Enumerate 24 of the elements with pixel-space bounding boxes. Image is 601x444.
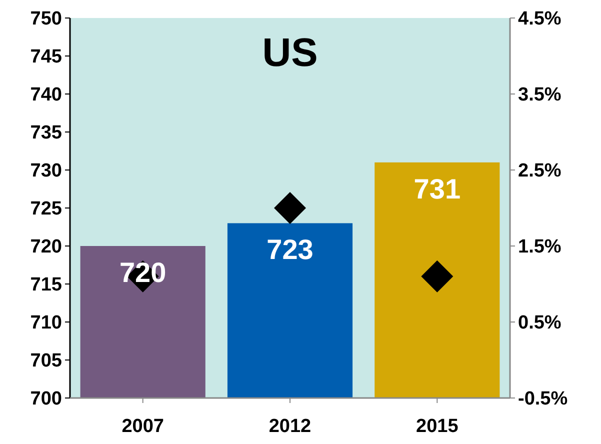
y-tick-label: 735 bbox=[30, 122, 62, 144]
y-tick-label: 710 bbox=[30, 312, 62, 334]
y2-tick-label: 3.5% bbox=[518, 84, 562, 106]
y-tick-label: 700 bbox=[30, 388, 62, 410]
x-tick-label: 2012 bbox=[268, 416, 312, 437]
y2-tick-label: 0.5% bbox=[518, 312, 562, 334]
y-tick-label: 725 bbox=[30, 198, 62, 220]
y-tick-label: 745 bbox=[30, 46, 62, 68]
y-tick-label: 730 bbox=[30, 160, 62, 182]
x-tick-label: 2015 bbox=[416, 416, 459, 437]
y2-tick-label: 2.5% bbox=[518, 160, 562, 182]
y-tick-label: 750 bbox=[30, 8, 62, 30]
y-tick-label: 720 bbox=[30, 236, 62, 258]
data-label: 731 bbox=[414, 173, 461, 204]
y-tick-label: 740 bbox=[30, 84, 62, 106]
y-tick-label: 715 bbox=[30, 274, 62, 296]
chart-title: US bbox=[262, 31, 318, 75]
y2-tick-label: 4.5% bbox=[518, 8, 562, 30]
x-tick-label: 2007 bbox=[122, 416, 164, 437]
y2-tick-label: 1.5% bbox=[518, 236, 562, 258]
y2-tick-label: -0.5% bbox=[518, 388, 568, 410]
y-tick-label: 705 bbox=[30, 350, 62, 372]
data-label: 720 bbox=[119, 257, 166, 288]
data-label: 723 bbox=[266, 234, 314, 266]
